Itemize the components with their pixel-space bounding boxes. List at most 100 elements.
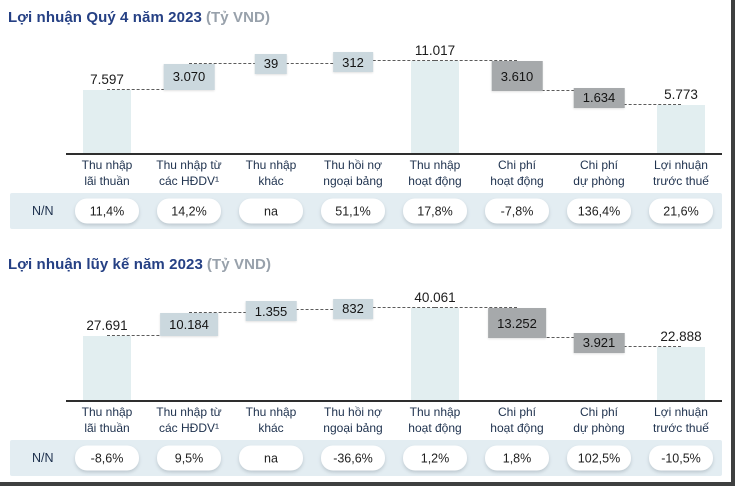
chart-title: Lợi nhuận lũy kế năm 2023 (Tỷ VND)	[8, 255, 731, 274]
category-label: Thu nhập lãi thuần	[81, 405, 133, 435]
chart-title-text: Lợi nhuận lũy kế năm 2023	[8, 256, 203, 273]
category-label: Thu nhập lãi thuần	[81, 158, 133, 188]
waterfall-bar-total	[83, 336, 131, 400]
waterfall-connector	[435, 307, 517, 309]
waterfall-segment-decrease: 1.634	[573, 87, 625, 108]
growth-badge: 1,8%	[485, 445, 549, 471]
chart-title: Lợi nhuận Quý 4 năm 2023 (Tỷ VND)	[8, 8, 731, 27]
growth-badge: 11,4%	[75, 198, 139, 224]
growth-row-header: N/N	[32, 451, 54, 465]
growth-badge: 14,2%	[157, 198, 221, 224]
bar-value-label: 7.597	[90, 71, 124, 87]
category-label: Lợi nhuận trước thuế	[653, 405, 709, 435]
growth-badge-slot: na	[230, 445, 312, 471]
growth-badge: 9,5%	[157, 445, 221, 471]
bar-value-label: 5.773	[664, 86, 698, 102]
category-label: Chi phí dự phòng	[573, 158, 625, 188]
growth-band: N/N -8,6% 9,5% na -36,6% 1,2% 1,8% 102,5% -10,5…	[10, 440, 722, 476]
category-label: Chi phí hoạt động	[490, 405, 544, 435]
growth-badge-slot: 21,6%	[640, 198, 722, 224]
growth-badge: 136,4%	[567, 198, 631, 224]
growth-badge: 51,1%	[321, 198, 385, 224]
waterfall-segment-increase: 832	[333, 298, 373, 319]
chart-unit-label: (Tỷ VND)	[206, 256, 272, 273]
growth-badge-slot: 9,5%	[148, 445, 230, 471]
growth-badge-slot: 17,8%	[394, 198, 476, 224]
waterfall-connector	[353, 307, 435, 308]
waterfall-segment-increase: 1.355	[245, 301, 297, 322]
growth-badges-row: 11,4% 14,2% na 51,1% 17,8% -7,8% 136,4% 21,6%	[66, 198, 722, 224]
growth-band: N/N 11,4% 14,2% na 51,1% 17,8% -7,8% 136,4% 21,…	[10, 193, 722, 229]
waterfall-connector	[599, 103, 681, 105]
category-label: Thu hồi nợ ngoại bảng	[323, 158, 383, 188]
category-label: Thu nhập khác	[245, 405, 297, 435]
growth-badge: -8,6%	[75, 445, 139, 471]
growth-badge-slot: -10,5%	[640, 445, 722, 471]
growth-badge: 17,8%	[403, 198, 467, 224]
growth-badge-slot: 11,4%	[66, 198, 148, 224]
growth-badge: -36,6%	[321, 445, 385, 471]
category-label: Thu nhập khác	[245, 158, 297, 188]
category-label: Thu nhập từ các HĐDV¹	[156, 158, 222, 188]
growth-badge: -7,8%	[485, 198, 549, 224]
growth-badge-slot: 51,1%	[312, 198, 394, 224]
category-label: Thu nhập từ các HĐDV¹	[156, 405, 222, 435]
plot-area: 7.597 3.070 39 312 11.017 3.610 1.634 5.773	[66, 35, 722, 155]
category-label: Lợi nhuận trước thuế	[653, 158, 709, 188]
growth-badge-slot: -8,6%	[66, 445, 148, 471]
growth-badge: 1,2%	[403, 445, 467, 471]
growth-badge: 102,5%	[567, 445, 631, 471]
growth-badge: 21,6%	[649, 198, 713, 224]
waterfall-bar-total	[411, 61, 459, 153]
waterfall-connector	[435, 60, 517, 62]
category-label: Thu nhập hoạt động	[408, 158, 462, 188]
waterfall-segment-increase: 312	[333, 52, 373, 73]
growth-badge-slot: 136,4%	[558, 198, 640, 224]
growth-badge-slot: -36,6%	[312, 445, 394, 471]
category-labels-row: Thu nhập lãi thuần Thu nhập từ các HĐDV¹ T…	[66, 155, 722, 189]
waterfall-connector	[353, 60, 435, 61]
waterfall-connector	[599, 346, 681, 348]
waterfall-connector	[107, 88, 189, 90]
category-label: Thu hồi nợ ngoại bảng	[323, 405, 383, 435]
bar-value-label: 11.017	[414, 43, 456, 59]
waterfall-connector	[107, 335, 189, 337]
waterfall-connector	[189, 62, 271, 64]
chart-title-text: Lợi nhuận Quý 4 năm 2023	[8, 9, 202, 26]
bar-value-label: 27.691	[86, 318, 128, 334]
category-label: Thu nhập hoạt động	[408, 405, 462, 435]
chart-unit-label: (Tỷ VND)	[205, 9, 271, 26]
waterfall-connector	[517, 337, 599, 339]
growth-badges-row: -8,6% 9,5% na -36,6% 1,2% 1,8% 102,5% -10,5%	[66, 445, 722, 471]
waterfall-connector	[271, 62, 353, 64]
category-label: Chi phí hoạt động	[490, 158, 544, 188]
category-label: Chi phí dự phòng	[573, 405, 625, 435]
growth-badge: na	[239, 445, 303, 471]
waterfall-connector	[189, 312, 271, 314]
growth-badge-slot: -7,8%	[476, 198, 558, 224]
waterfall-bar-total	[411, 308, 459, 400]
growth-badge-slot: 1,2%	[394, 445, 476, 471]
waterfall-bar-total	[657, 104, 705, 153]
category-labels-row: Thu nhập lãi thuần Thu nhập từ các HĐDV¹ T…	[66, 402, 722, 436]
waterfall-connector	[271, 308, 353, 310]
growth-badge: -10,5%	[649, 445, 713, 471]
waterfall-bar-total	[83, 89, 131, 153]
plot-area: 27.691 10.184 1.355 832 40.061 13.252 3.921 22.…	[66, 282, 722, 402]
growth-badge-slot: 14,2%	[148, 198, 230, 224]
waterfall-connector	[517, 90, 599, 92]
bar-value-label: 22.888	[660, 329, 702, 345]
chart-section-ytd-2023: Lợi nhuận lũy kế năm 2023 (Tỷ VND) 27.691…	[0, 255, 731, 476]
waterfall-segment-decrease: 13.252	[488, 308, 546, 339]
waterfall-segment-decrease: 3.610	[491, 61, 543, 92]
growth-row-header: N/N	[32, 204, 54, 218]
bar-value-label: 40.061	[414, 290, 456, 306]
chart-section-q4-2023: Lợi nhuận Quý 4 năm 2023 (Tỷ VND) 7.597 3.…	[0, 8, 731, 229]
waterfall-bar-total	[657, 347, 705, 400]
waterfall-segment-decrease: 3.921	[573, 332, 625, 353]
growth-badge-slot: 1,8%	[476, 445, 558, 471]
growth-badge-slot: na	[230, 198, 312, 224]
waterfall-segment-increase: 3.070	[163, 63, 215, 90]
growth-badge-slot: 102,5%	[558, 445, 640, 471]
